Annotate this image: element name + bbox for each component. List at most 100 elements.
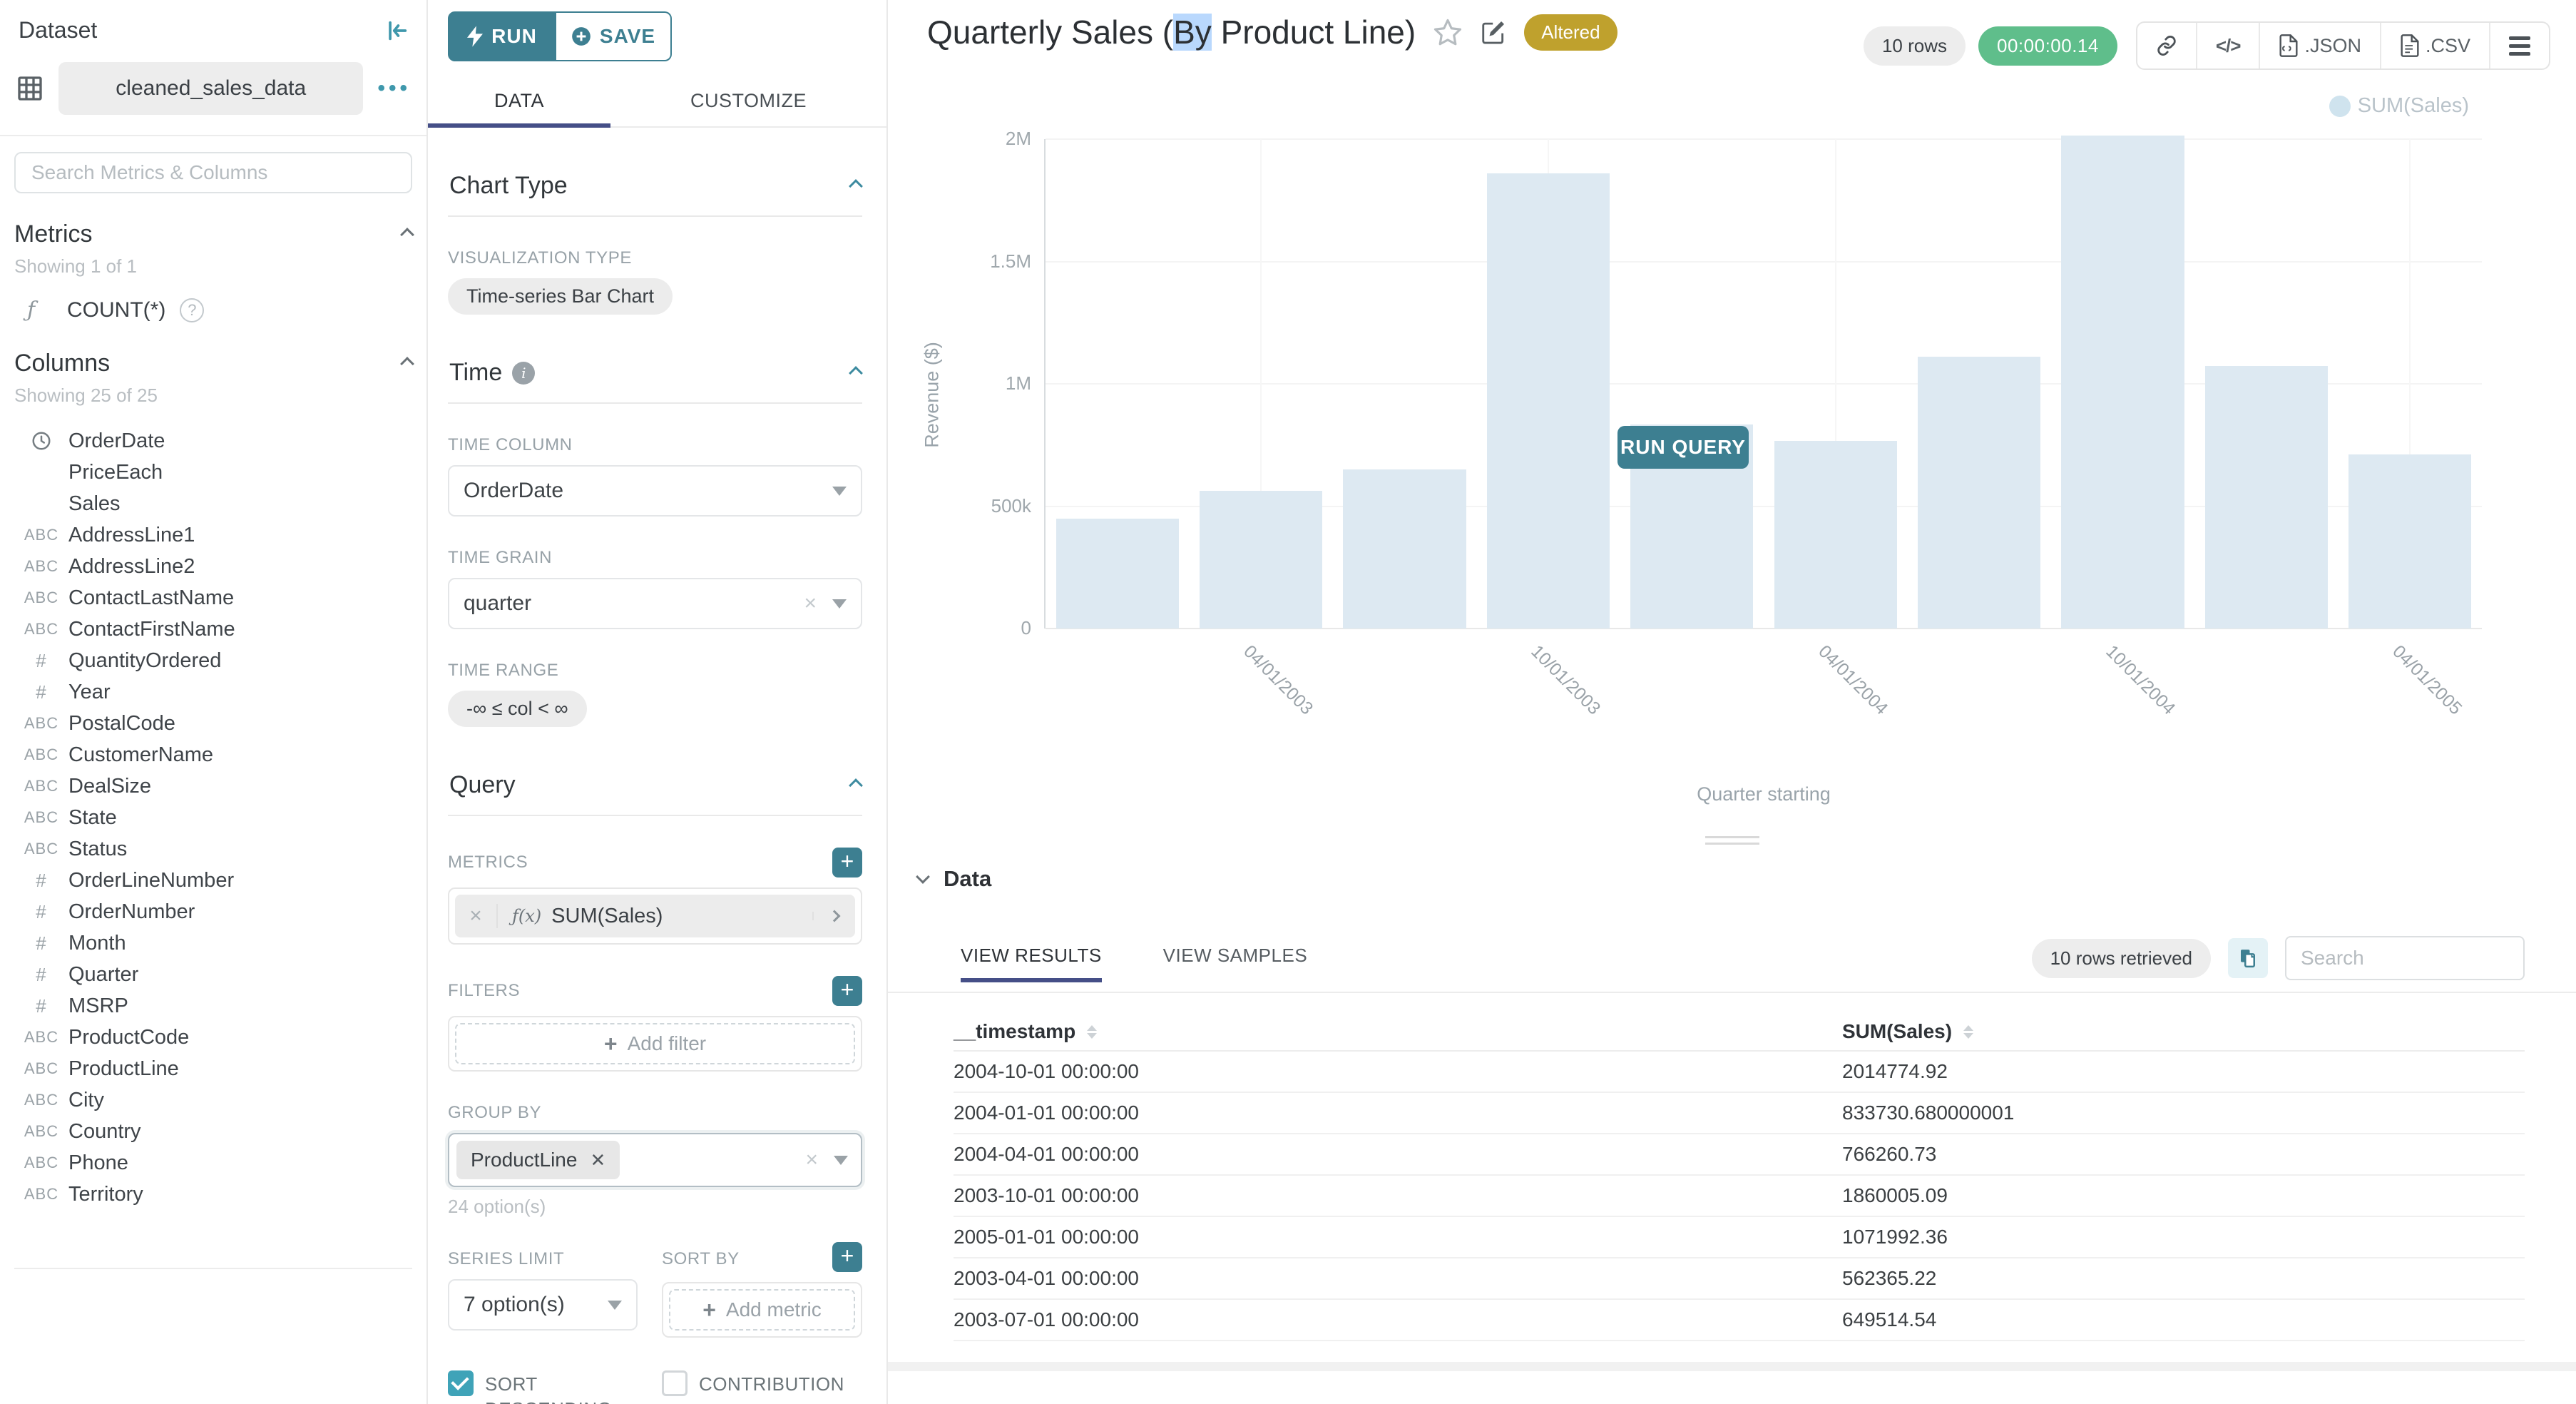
time-grain-label: TIME GRAIN [448,548,553,567]
column-item-orderdate[interactable]: OrderDate [14,425,412,457]
horizontal-scrollbar[interactable] [888,1362,2576,1371]
embed-code-button[interactable]: </> [2197,23,2261,68]
sort-descending-checkbox[interactable]: SORT DESCENDING [448,1370,662,1404]
metric-chip[interactable]: × ƒ(x) SUM(Sales) [455,895,855,937]
copy-data-icon[interactable] [2228,938,2268,978]
bar-2005-04-01[interactable] [2348,454,2472,629]
export-json-button[interactable]: .JSON [2260,23,2381,68]
groupby-chip[interactable]: ProductLine ✕ [456,1141,620,1179]
time-range-value[interactable]: -∞ ≤ col < ∞ [448,691,587,727]
bar-2004-04-01[interactable] [1774,441,1897,629]
contribution-checkbox[interactable]: CONTRIBUTION [662,1370,844,1397]
remove-chip-icon[interactable]: ✕ [590,1149,606,1171]
column-header-timestamp[interactable]: __timestamp [954,1020,1842,1043]
series-limit-select[interactable]: 7 option(s) [448,1279,638,1331]
section-collapse-icon[interactable] [849,778,863,793]
table-row: 2003-04-01 00:00:00 562365.22 [954,1258,2525,1300]
save-button[interactable]: SAVE [556,11,672,61]
tab-customize[interactable]: CUSTOMIZE [690,90,807,111]
bar-2004-10-01[interactable] [2061,135,2184,629]
section-collapse-icon[interactable] [849,178,863,193]
bar-2005-01-01[interactable] [2204,366,2328,629]
column-item-ordernumber[interactable]: # OrderNumber [14,896,412,927]
clear-icon[interactable]: × [805,1148,818,1171]
add-filter-icon[interactable]: + [832,976,862,1006]
checkbox-checked-icon[interactable] [448,1370,474,1396]
column-item-postalcode[interactable]: ABC PostalCode [14,708,412,739]
column-item-status[interactable]: ABC Status [14,833,412,865]
columns-collapse-icon[interactable] [400,356,414,371]
copy-link-button[interactable] [2137,23,2197,68]
column-header-sum-sales[interactable]: SUM(Sales) [1842,1020,2525,1043]
column-item-quarter[interactable]: # Quarter [14,959,412,990]
legend-item[interactable]: SUM(Sales) [2329,94,2469,118]
checkbox-unchecked-icon[interactable] [662,1370,688,1396]
legend-dot-icon [2329,95,2351,117]
column-item-priceeach[interactable]: PriceEach [14,457,412,488]
column-item-quantityordered[interactable]: # QuantityOrdered [14,645,412,676]
y-tick-label: 0 [1021,617,1031,639]
favorite-star-icon[interactable] [1433,17,1463,47]
time-grain-select[interactable]: quarter × [448,578,862,629]
menu-icon[interactable] [2490,23,2549,68]
bar-2003-01-01[interactable] [1056,518,1179,629]
run-query-button[interactable]: RUN QUERY [1617,426,1749,469]
column-item-addressline2[interactable]: ABC AddressLine2 [14,551,412,582]
column-item-customername[interactable]: ABC CustomerName [14,739,412,770]
tab-view-samples[interactable]: VIEW SAMPLES [1162,945,1308,966]
column-item-msrp[interactable]: # MSRP [14,990,412,1022]
clear-icon[interactable]: × [804,591,817,615]
column-item-productcode[interactable]: ABC ProductCode [14,1022,412,1053]
metric-item[interactable]: ƒ COUNT(*) ? [14,297,412,322]
panel-resize-handle[interactable] [1704,836,1759,849]
add-sort-metric-icon[interactable]: + [832,1242,862,1272]
add-metric-icon[interactable]: + [832,848,862,878]
column-item-month[interactable]: # Month [14,927,412,959]
column-item-city[interactable]: ABC City [14,1084,412,1116]
bar-2004-07-01[interactable] [1918,357,2041,629]
data-panel-header[interactable]: Data [916,866,991,892]
info-icon[interactable]: i [512,361,536,385]
edit-title-icon[interactable] [1480,19,1507,46]
column-item-territory[interactable]: ABC Territory [14,1179,412,1210]
data-search-input[interactable] [2301,947,2509,970]
expand-metric-icon[interactable] [812,910,855,922]
tab-data[interactable]: DATA [428,77,610,128]
metrics-collapse-icon[interactable] [400,227,414,242]
column-name: Country [68,1119,141,1143]
tab-view-results[interactable]: VIEW RESULTS [961,945,1102,982]
export-csv-button[interactable]: .CSV [2381,23,2490,68]
column-item-country[interactable]: ABC Country [14,1116,412,1147]
bar-2003-04-01[interactable] [1200,491,1323,629]
column-item-phone[interactable]: ABC Phone [14,1147,412,1179]
column-item-contactfirstname[interactable]: ABC ContactFirstName [14,614,412,645]
collapse-sidebar-icon[interactable] [385,19,409,43]
column-item-sales[interactable]: Sales [14,488,412,519]
results-table: __timestamp SUM(Sales) 2004-10-01 00:00:… [888,1013,2576,1341]
add-filter-button[interactable]: + Add filter [455,1023,855,1064]
remove-metric-icon[interactable]: × [455,904,498,928]
viz-type-value[interactable]: Time-series Bar Chart [448,278,673,315]
section-collapse-icon[interactable] [849,365,863,380]
column-item-year[interactable]: # Year [14,676,412,708]
dataset-more-icon[interactable]: ••• [377,76,411,100]
column-item-state[interactable]: ABC State [14,802,412,833]
abc-type-icon: ABC [24,808,59,826]
column-name: Status [68,837,128,860]
bar-2003-10-01[interactable] [1486,173,1610,629]
question-icon[interactable]: ? [180,297,205,322]
chart-title[interactable]: Quarterly Sales (By Product Line) [927,14,1416,51]
groupby-select[interactable]: ProductLine ✕ × [448,1133,862,1187]
x-tick-label: 10/01/2003 [1527,641,1605,719]
column-item-dealsize[interactable]: ABC DealSize [14,770,412,802]
column-item-productline[interactable]: ABC ProductLine [14,1053,412,1084]
column-item-addressline1[interactable]: ABC AddressLine1 [14,519,412,551]
sidebar-search-input[interactable] [31,161,395,184]
bar-2003-07-01[interactable] [1343,469,1466,629]
column-item-orderlinenumber[interactable]: # OrderLineNumber [14,865,412,896]
dataset-name[interactable]: cleaned_sales_data [58,62,364,115]
column-item-contactlastname[interactable]: ABC ContactLastName [14,582,412,614]
add-sort-metric-button[interactable]: + Add metric [669,1289,855,1331]
time-column-select[interactable]: OrderDate [448,465,862,517]
run-button[interactable]: RUN [448,11,556,61]
